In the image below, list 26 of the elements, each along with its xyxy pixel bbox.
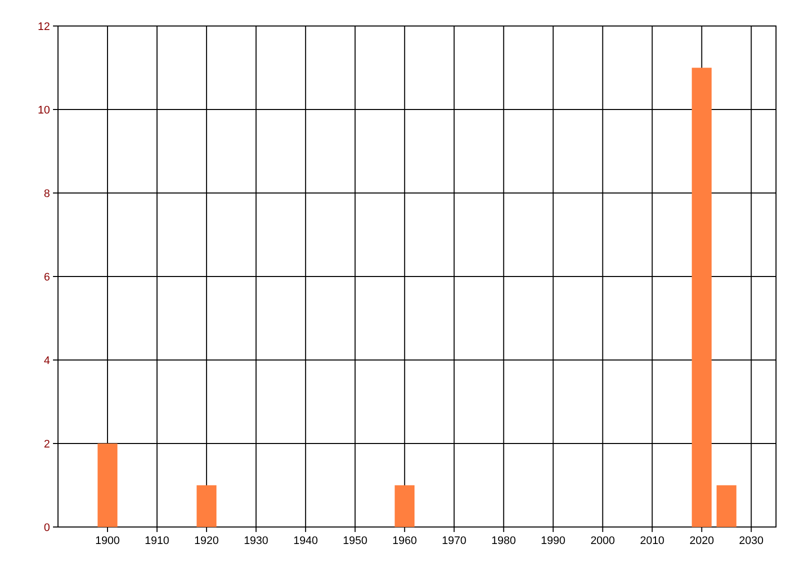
y-tick-label: 10: [38, 104, 50, 116]
x-tick-label: 1970: [442, 535, 466, 547]
x-tick-label: 2000: [590, 535, 615, 547]
x-tick-label: 1920: [194, 535, 219, 547]
bar: [98, 444, 118, 527]
x-tick-label: 2030: [739, 535, 764, 547]
y-tick-label: 2: [44, 438, 50, 450]
bar: [692, 68, 712, 527]
y-tick-label: 0: [44, 522, 50, 534]
x-tick-label: 1910: [144, 535, 170, 547]
y-tick-label: 4: [44, 354, 50, 367]
x-tick-label: 1950: [342, 535, 368, 547]
x-tick-label: 1930: [244, 535, 268, 547]
x-tick-label: 1960: [392, 535, 417, 547]
y-tick-label: 6: [44, 271, 50, 284]
x-tick-label: 1990: [540, 535, 566, 547]
bar: [394, 485, 415, 527]
x-tick-label: 1900: [95, 535, 120, 547]
x-tick-label: 2010: [640, 535, 664, 547]
bar: [716, 485, 736, 527]
y-tick-label: 12: [38, 20, 50, 33]
x-tick-label: 2020: [689, 535, 714, 547]
bar: [196, 485, 216, 527]
x-tick-label: 1940: [293, 535, 318, 547]
x-tick-label: 1980: [491, 535, 516, 547]
y-tick-label: 8: [44, 188, 50, 200]
